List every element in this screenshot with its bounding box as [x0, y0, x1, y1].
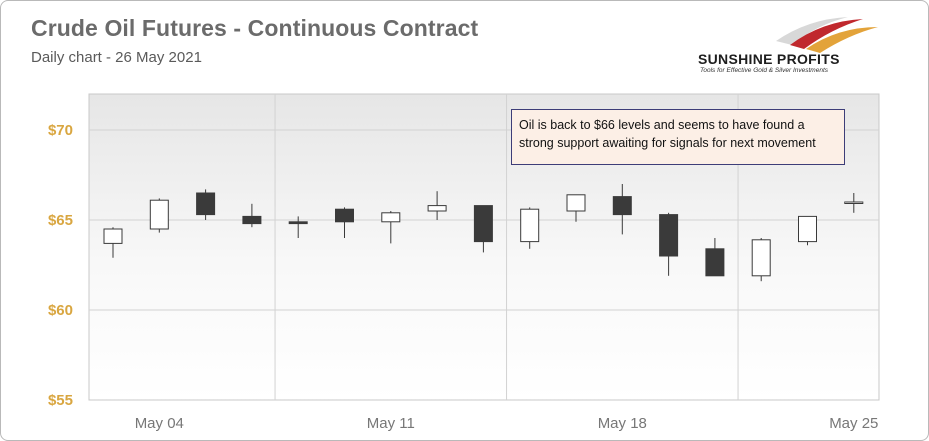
y-tick-label: $60	[48, 302, 73, 319]
candle-body-down	[473, 205, 493, 243]
candle-body-up	[844, 201, 864, 204]
candle	[149, 198, 169, 233]
candle	[566, 194, 586, 222]
candle	[705, 238, 725, 277]
x-tick-label: May 25	[829, 415, 878, 432]
candle-body-up	[751, 239, 771, 277]
y-tick-label: $55	[48, 392, 73, 409]
logo-name: SUNSHINE PROFITS	[698, 51, 840, 67]
candle-body-up	[798, 215, 817, 243]
candle	[381, 211, 401, 244]
candle-body-up	[520, 208, 540, 243]
candle-body-down	[705, 248, 725, 277]
candle-body-down	[612, 196, 632, 216]
chart-title: Crude Oil Futures - Continuous Contract	[31, 15, 479, 41]
candle	[242, 203, 262, 228]
y-tick-label: $65	[48, 212, 73, 229]
candle-body-up	[566, 194, 586, 212]
candle-body-up	[103, 228, 123, 244]
candle-body-down	[196, 192, 216, 216]
candle-body-up	[149, 199, 169, 230]
annotation-box: Oil is back to $66 levels and seems to h…	[511, 109, 845, 165]
logo-tagline: Tools for Effective Gold & Silver Invest…	[700, 67, 829, 74]
candle	[751, 238, 771, 282]
candle-body-down	[659, 214, 679, 257]
x-tick-label: May 11	[367, 415, 415, 432]
candle-body-up	[381, 212, 401, 223]
candle	[659, 212, 679, 276]
swoosh-icon	[776, 17, 878, 53]
chart-subtitle: Daily chart - 26 May 2021	[31, 49, 202, 66]
x-tick-label: May 18	[598, 415, 647, 432]
candle	[196, 189, 216, 220]
candle	[335, 207, 354, 238]
candle	[612, 184, 632, 235]
candle	[288, 216, 308, 238]
candle	[473, 205, 493, 253]
candle	[798, 215, 817, 246]
candle	[844, 193, 864, 213]
y-tick-label: $70	[48, 122, 73, 139]
candle	[520, 207, 540, 249]
candle-body-down	[288, 221, 308, 225]
candle	[427, 191, 447, 220]
candle-body-down	[242, 215, 262, 225]
candle	[103, 227, 123, 258]
x-tick-label: May 04	[135, 415, 184, 432]
sunshine-profits-logo: SUNSHINE PROFITS Tools for Effective Gol…	[698, 15, 888, 75]
candle-body-up	[427, 205, 447, 212]
candle-body-down	[335, 208, 354, 223]
